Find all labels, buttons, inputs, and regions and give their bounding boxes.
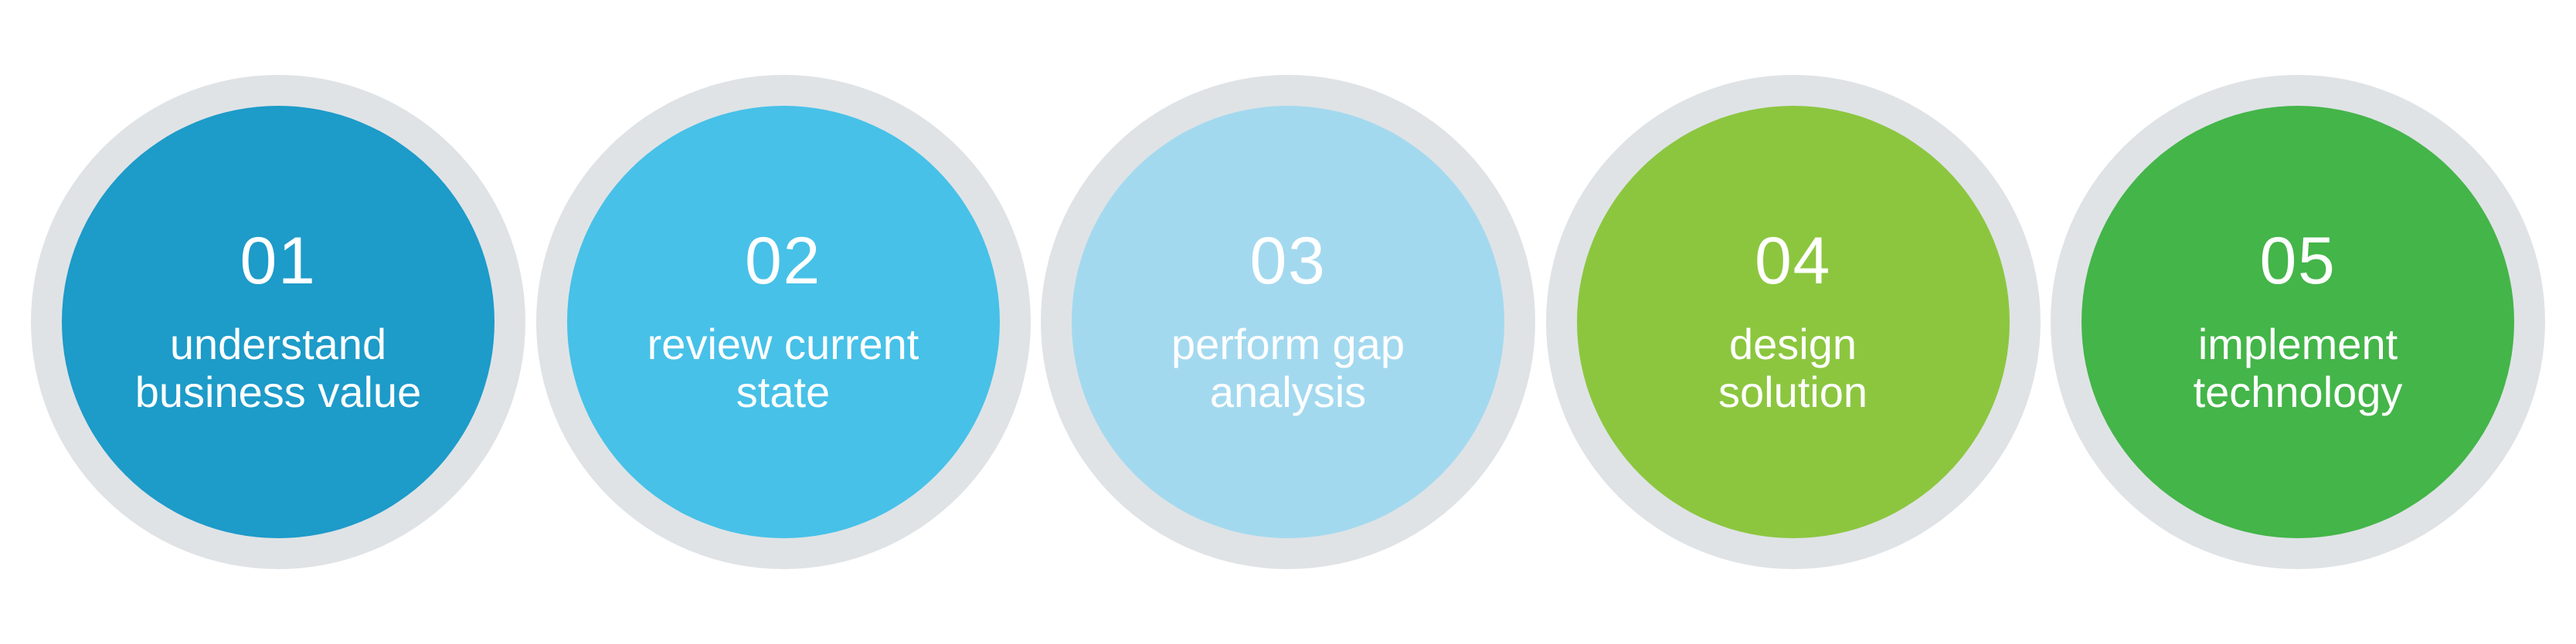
step-ring: 01 understand business value [31, 75, 525, 569]
step-number: 04 [1755, 228, 1831, 294]
step-label: implement technology [2194, 320, 2403, 415]
process-step: 05 implement technology [2051, 75, 2545, 569]
step-disc: 01 understand business value [62, 106, 494, 538]
process-step: 03 perform gap analysis [1041, 75, 1535, 569]
step-disc: 03 perform gap analysis [1072, 106, 1504, 538]
step-disc: 04 design solution [1577, 106, 2010, 538]
step-ring: 04 design solution [1546, 75, 2041, 569]
step-label: understand business value [135, 320, 421, 415]
process-step: 01 understand business value [31, 75, 525, 569]
step-ring: 03 perform gap analysis [1041, 75, 1535, 569]
step-number: 02 [745, 228, 821, 294]
step-disc: 02 review current state [567, 106, 1000, 538]
step-number: 03 [1249, 228, 1326, 294]
step-label: review current state [647, 320, 919, 415]
step-number: 01 [240, 228, 316, 294]
process-step: 02 review current state [536, 75, 1031, 569]
step-disc: 05 implement technology [2082, 106, 2514, 538]
step-ring: 02 review current state [536, 75, 1031, 569]
step-label: design solution [1718, 320, 1867, 415]
step-ring: 05 implement technology [2051, 75, 2545, 569]
steps-row: 01 understand business value 02 review curr… [0, 0, 2576, 644]
step-label: perform gap analysis [1171, 320, 1405, 415]
step-number: 05 [2259, 228, 2336, 294]
process-step: 04 design solution [1546, 75, 2041, 569]
